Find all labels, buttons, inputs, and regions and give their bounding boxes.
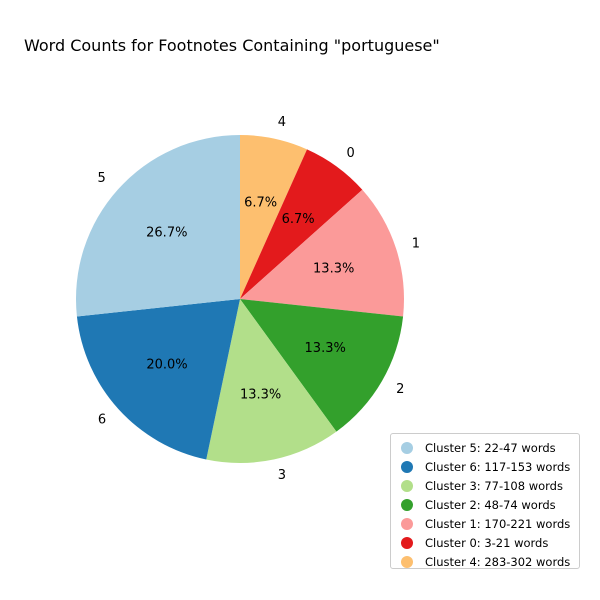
slice-label-6: 6 (98, 413, 106, 428)
slice-label-0: 0 (347, 146, 355, 161)
pie-slice-2 (240, 299, 404, 432)
slice-label-5: 5 (98, 171, 106, 186)
legend-item: Cluster 0: 3-21 words (401, 533, 579, 552)
pie-slice-3 (206, 299, 337, 464)
slice-label-3: 3 (278, 468, 286, 483)
slice-percent-0: 6.7% (282, 212, 315, 227)
legend-label: Cluster 0: 3-21 words (425, 535, 549, 550)
slice-percent-1: 13.3% (313, 261, 354, 276)
legend: Cluster 5: 22-47 words Cluster 6: 117-153… (390, 433, 580, 569)
legend-label: Cluster 6: 117-153 words (425, 459, 571, 474)
slice-label-4: 4 (278, 115, 286, 130)
legend-label: Cluster 1: 170-221 words (425, 516, 571, 531)
chart-title: Word Counts for Footnotes Containing "po… (24, 36, 440, 55)
pie-slice-4 (240, 135, 308, 299)
slice-label-2: 2 (396, 382, 404, 397)
slice-percent-6: 20.0% (146, 358, 187, 373)
legend-marker (401, 441, 413, 454)
slice-percent-3: 13.3% (240, 388, 281, 403)
legend-item: Cluster 2: 48-74 words (401, 495, 579, 514)
legend-marker (401, 479, 413, 492)
legend-marker (401, 536, 413, 549)
legend-marker (401, 460, 413, 473)
legend-item: Cluster 4: 283-302 words (401, 552, 579, 571)
legend-label: Cluster 5: 22-47 words (425, 440, 556, 455)
legend-item: Cluster 6: 117-153 words (401, 457, 579, 476)
legend-label: Cluster 3: 77-108 words (425, 478, 563, 493)
pie-slice-5 (75, 134, 240, 317)
slice-percent-4: 6.7% (244, 195, 277, 210)
slice-label-1: 1 (412, 236, 420, 251)
slice-percent-5: 26.7% (146, 226, 187, 241)
pie-slice-6 (76, 299, 241, 460)
legend-label: Cluster 4: 283-302 words (425, 554, 571, 569)
legend-item: Cluster 5: 22-47 words (401, 438, 579, 457)
legend-marker (401, 555, 413, 568)
legend-marker (401, 517, 413, 530)
slice-percent-2: 13.3% (305, 341, 346, 356)
legend-item: Cluster 3: 77-108 words (401, 476, 579, 495)
pie-slice-1 (240, 189, 405, 317)
legend-item: Cluster 1: 170-221 words (401, 514, 579, 533)
legend-label: Cluster 2: 48-74 words (425, 497, 556, 512)
legend-marker (401, 498, 413, 511)
pie-slice-0 (240, 149, 363, 299)
